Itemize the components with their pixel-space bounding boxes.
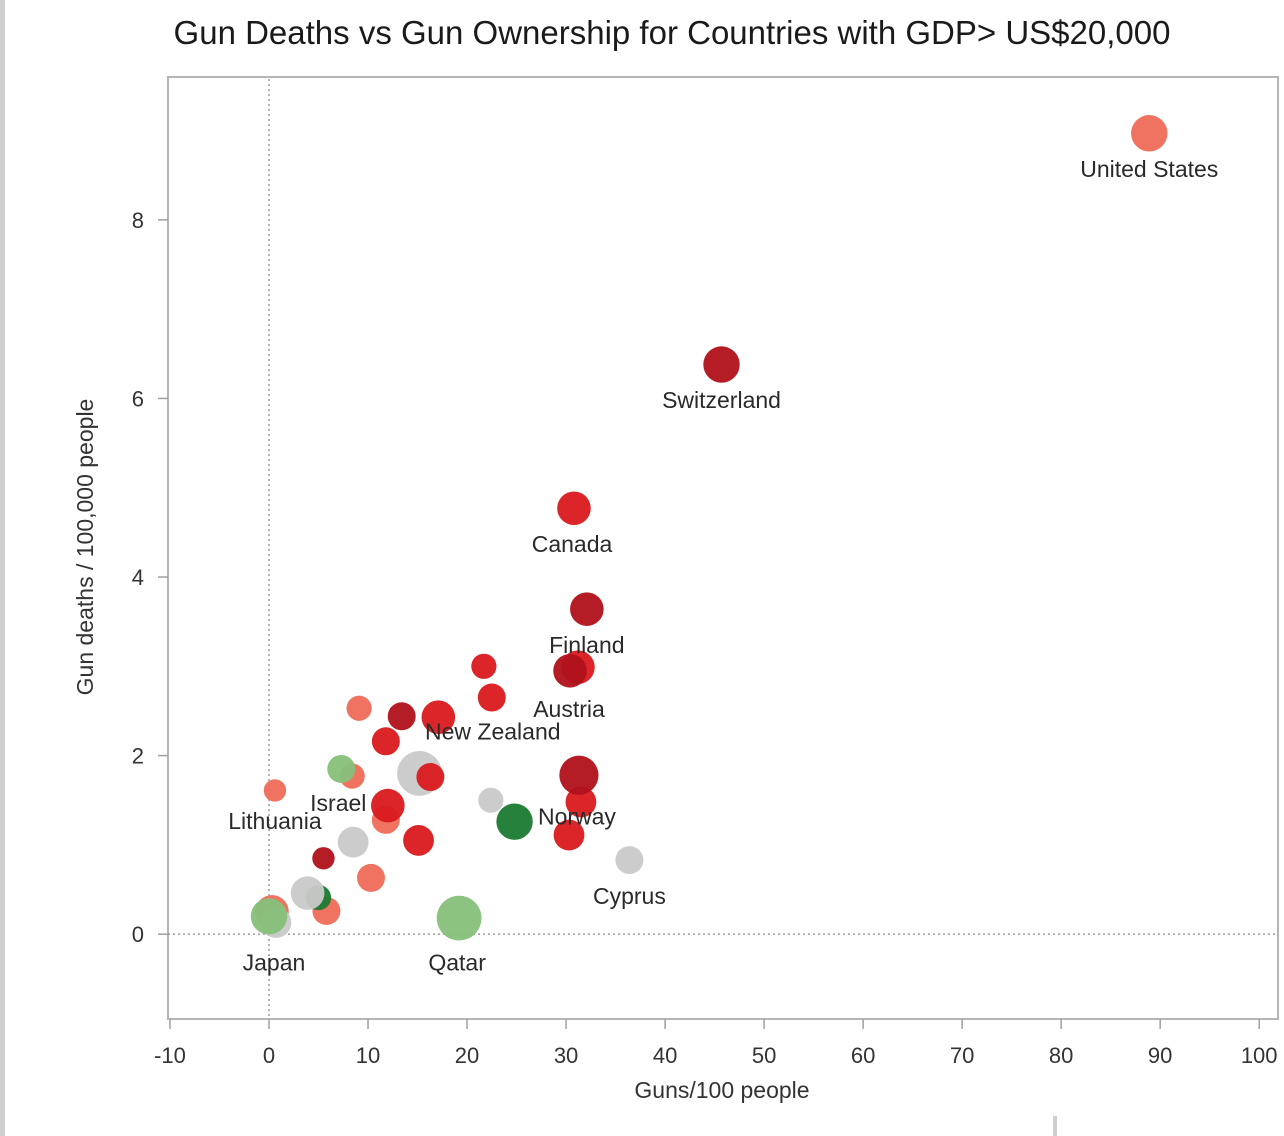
x-tick-label: 70: [950, 1043, 974, 1068]
chart-title: Gun Deaths vs Gun Ownership for Countrie…: [173, 14, 1171, 51]
x-tick-label: 30: [554, 1043, 578, 1068]
x-tick-label: 100: [1241, 1043, 1278, 1068]
window-edge: [0, 0, 5, 1136]
data-point: [290, 876, 325, 910]
x-axis-title: Guns/100 people: [634, 1077, 809, 1103]
x-tick-label: 90: [1148, 1043, 1172, 1068]
point-label-qatar: Qatar: [428, 950, 486, 976]
data-point: [403, 825, 434, 856]
x-tick-label: 50: [752, 1043, 776, 1068]
x-tick-label: -10: [154, 1043, 186, 1068]
data-point-israel: [371, 788, 405, 823]
point-label-israel: Israel: [310, 790, 366, 816]
data-point: [559, 755, 599, 795]
data-point: [327, 754, 356, 783]
data-point-norway: [496, 803, 533, 840]
point-label-finland: Finland: [549, 632, 624, 658]
y-tick-label: 6: [132, 386, 144, 411]
y-tick-label: 4: [132, 565, 144, 590]
data-point: [371, 727, 400, 756]
data-point-new-zealand: [421, 700, 456, 735]
data-point-united-states: [1131, 115, 1168, 152]
data-point: [477, 683, 506, 712]
point-label-japan: Japan: [243, 950, 306, 976]
point-label-lithuania: Lithuania: [228, 808, 322, 834]
point-label-norway: Norway: [538, 803, 616, 829]
data-point-switzerland: [703, 346, 740, 383]
point-label-austria: Austria: [533, 696, 605, 722]
data-point-canada: [557, 491, 591, 526]
data-point: [553, 819, 585, 851]
x-tick-label: 60: [851, 1043, 875, 1068]
data-point: [337, 826, 369, 858]
data-point-qatar: [436, 895, 482, 941]
x-tick-label: 80: [1049, 1043, 1073, 1068]
point-label-new-zealand: New Zealand: [425, 718, 561, 744]
point-label-switzerland: Switzerland: [662, 387, 781, 413]
data-point: [416, 763, 445, 792]
data-point: [346, 695, 372, 721]
x-tick-label: 10: [356, 1043, 380, 1068]
data-point-japan: [250, 898, 288, 935]
y-tick-label: 0: [132, 922, 144, 947]
y-axis-title: Gun deaths / 100,000 people: [72, 399, 98, 696]
y-tick-label: 8: [132, 208, 144, 233]
data-point-austria: [553, 653, 587, 688]
point-label-cyprus: Cyprus: [593, 883, 666, 909]
data-point-lithuania: [263, 779, 287, 802]
data-point: [471, 653, 497, 679]
y-tick-label: 2: [132, 744, 144, 769]
point-label-canada: Canada: [532, 531, 613, 557]
data-point: [478, 787, 504, 813]
window-edge-mark: [1053, 1116, 1057, 1136]
data-point: [565, 786, 597, 818]
x-tick-label: 40: [653, 1043, 677, 1068]
data-point-finland: [570, 592, 604, 626]
x-tick-label: 20: [455, 1043, 479, 1068]
data-point-cyprus: [615, 846, 644, 875]
data-point: [356, 863, 385, 892]
plot-frame: [167, 76, 1279, 1020]
point-label-united-states: United States: [1080, 156, 1218, 182]
data-point: [312, 847, 335, 870]
x-tick-label: 0: [263, 1043, 275, 1068]
data-point: [387, 702, 416, 731]
